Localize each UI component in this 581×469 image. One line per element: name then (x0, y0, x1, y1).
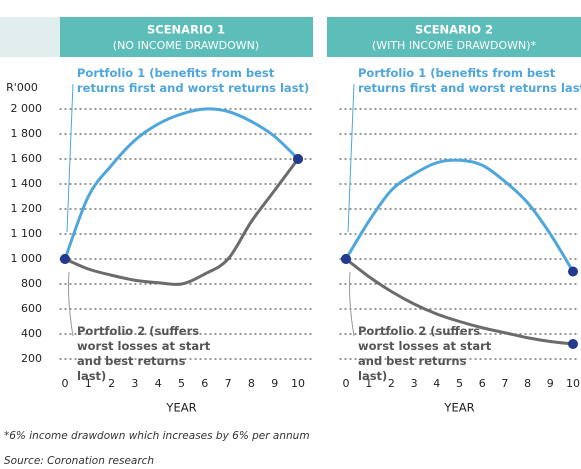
x-tick-label: 2 (388, 377, 395, 390)
end-marker (568, 339, 578, 349)
source: Source: Coronation research (4, 455, 155, 467)
y-tick-label: 2 000 (11, 102, 43, 115)
footnote: *6% income drawdown which increases by 6… (4, 430, 310, 442)
x-tick-label: 3 (131, 377, 138, 390)
panel-subtitle: (WITH INCOME DRAWDOWN)* (372, 39, 537, 52)
leader-line (349, 271, 355, 337)
series-label: Portfolio 2 (suffers worst losses at sta… (77, 324, 211, 383)
x-tick-label: 2 (108, 377, 115, 390)
series-line (344, 158, 575, 273)
y-tick-label: 200 (21, 352, 42, 365)
x-axis-label: YEAR (443, 401, 474, 415)
x-tick-label: 0 (62, 377, 69, 390)
series-line (345, 257, 574, 346)
x-tick-label: 9 (547, 377, 554, 390)
panel-title: SCENARIO 2 (415, 23, 493, 37)
y-tick-label: 800 (21, 277, 42, 290)
y-tick-label: 1 400 (11, 177, 43, 190)
series-label: Portfolio 2 (suffers worst losses at sta… (358, 324, 492, 383)
series-line (64, 158, 300, 287)
header-band (60, 17, 313, 57)
x-tick-label: 5 (178, 377, 185, 390)
x-tick-label: 6 (201, 377, 208, 390)
x-tick-label: 0 (343, 377, 350, 390)
y-tick-label: 1 100 (11, 227, 43, 240)
x-tick-label: 8 (524, 377, 531, 390)
series-line (63, 107, 300, 260)
header-band (0, 17, 60, 57)
y-tick-label: 1 200 (11, 202, 43, 215)
x-tick-label: 10 (566, 377, 580, 390)
end-marker (568, 266, 578, 277)
x-tick-label: 5 (456, 377, 463, 390)
series-label: Portfolio 1 (benefits from best returns … (358, 66, 581, 95)
panel-subtitle: (NO INCOME DRAWDOWN) (113, 39, 259, 52)
series-label: Portfolio 1 (benefits from best returns … (77, 66, 310, 95)
y-tick-label: 1 600 (11, 152, 43, 165)
x-tick-label: 7 (501, 377, 508, 390)
x-tick-label: 1 (85, 377, 92, 390)
leader-line (66, 83, 74, 233)
y-tick-label: 600 (21, 302, 42, 315)
x-tick-label: 6 (479, 377, 486, 390)
x-tick-label: 9 (271, 377, 278, 390)
x-tick-label: 1 (365, 377, 372, 390)
end-marker (341, 254, 351, 264)
y-tick-label: 1 800 (11, 127, 43, 140)
x-tick-label: 4 (433, 377, 440, 390)
y-tick-label: 400 (21, 327, 42, 340)
leader-line (347, 83, 355, 233)
header-band (327, 17, 581, 57)
leader-line (68, 271, 74, 337)
x-axis-label: YEAR (165, 401, 196, 415)
end-marker (60, 254, 70, 264)
panel-title: SCENARIO 1 (147, 23, 225, 37)
x-tick-label: 10 (291, 377, 305, 390)
x-tick-label: 8 (248, 377, 255, 390)
x-tick-label: 4 (155, 377, 162, 390)
x-tick-label: 3 (411, 377, 418, 390)
x-tick-label: 7 (225, 377, 232, 390)
y-tick-label: 1 000 (11, 252, 43, 265)
y-axis-label: R'000 (6, 81, 38, 94)
end-marker (293, 154, 303, 164)
